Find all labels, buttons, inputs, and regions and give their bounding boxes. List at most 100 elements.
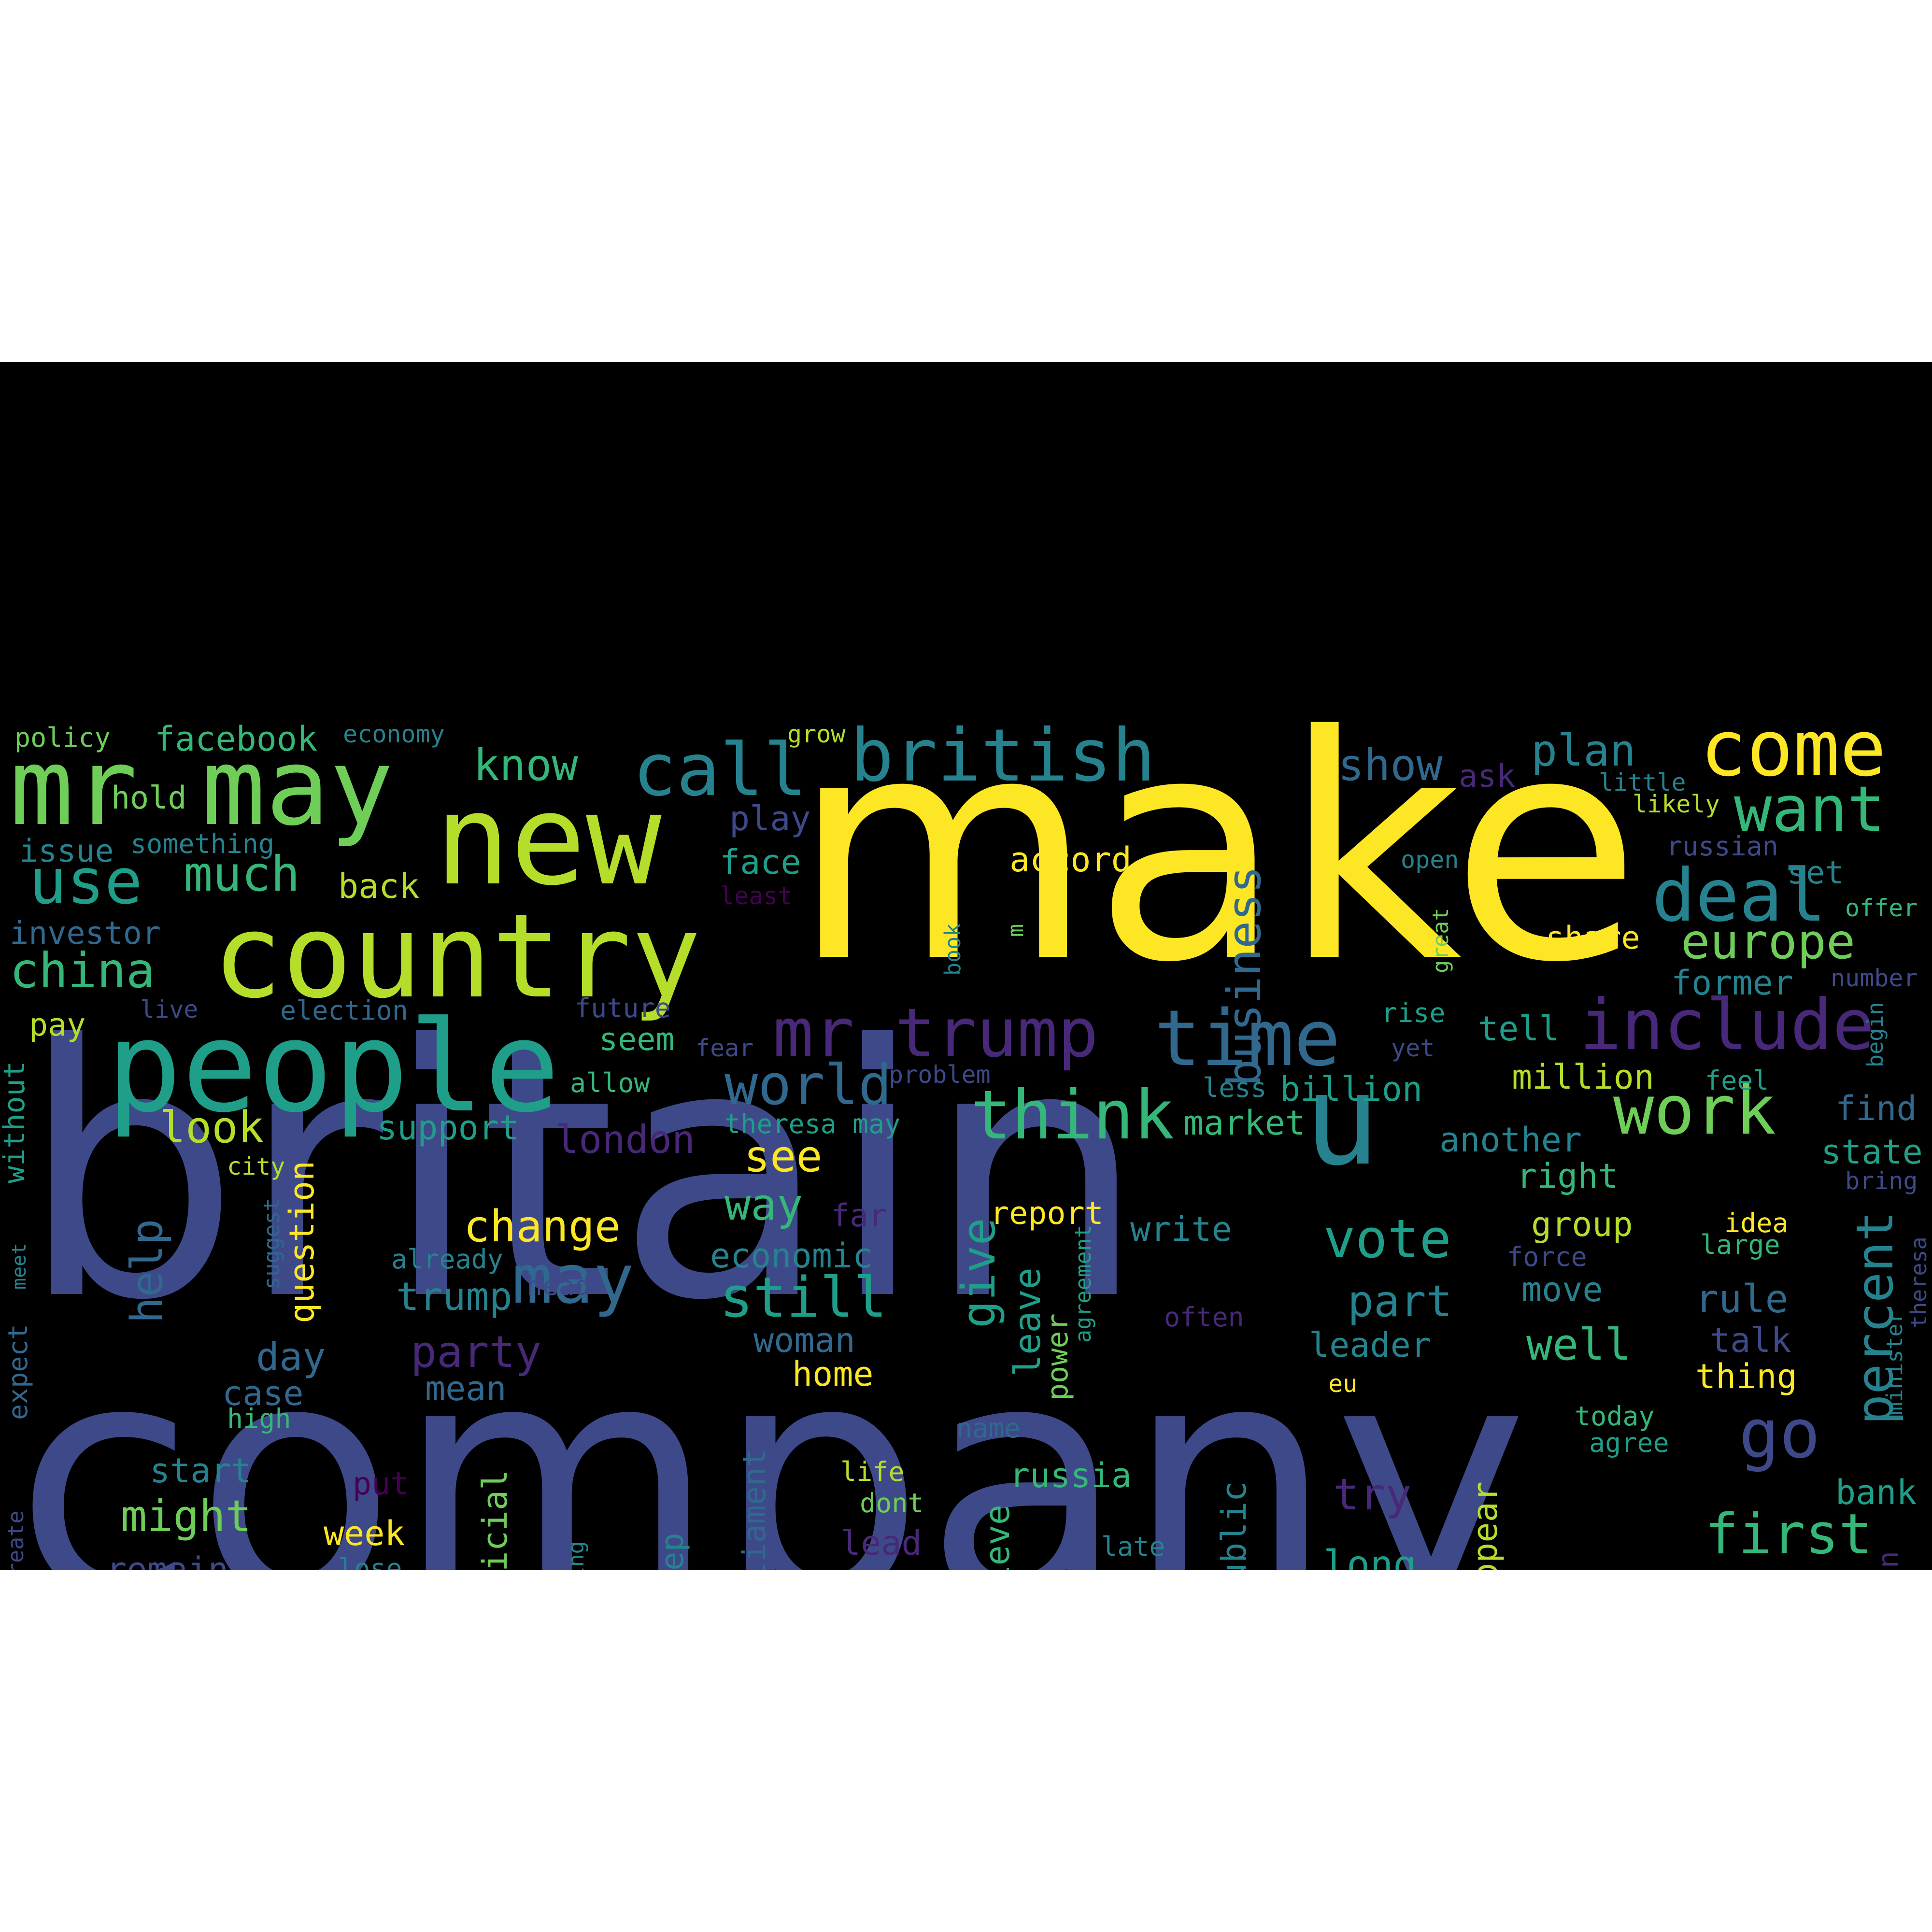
word-company: company [14, 1292, 1529, 1570]
word-give: give [952, 1218, 1006, 1328]
word-party: party [411, 1327, 541, 1378]
word-want: want [1734, 772, 1886, 846]
word-call: call [633, 728, 808, 812]
word-large: large [1700, 1229, 1780, 1260]
word-mean: mean [425, 1369, 507, 1408]
word-cloud: britain company make new country people … [0, 362, 1932, 1570]
word-world: world [724, 1053, 892, 1118]
word-official: official [475, 1469, 515, 1570]
word-talk: talk [1710, 1321, 1791, 1360]
word-change: change [464, 1201, 621, 1252]
word-meet: meet [8, 1243, 30, 1290]
word-way: way [724, 1179, 803, 1230]
word-write: write [1130, 1209, 1232, 1249]
word-china: china [10, 942, 156, 999]
word-know: know [473, 740, 578, 791]
word-rise: rise [1381, 997, 1446, 1028]
word-expect: expect [2, 1324, 33, 1420]
word-dont: dont [860, 1488, 924, 1519]
word-deal: deal [1652, 854, 1827, 938]
word-case: case [222, 1374, 304, 1413]
word-little: little [1599, 768, 1686, 796]
word-move: move [1521, 1270, 1603, 1309]
word-question: question [282, 1160, 322, 1323]
word-book: book [940, 923, 966, 976]
word-bring: bring [1845, 1167, 1918, 1195]
word-country: country [213, 889, 701, 1024]
word-campaign: campaign [1872, 1551, 1905, 1570]
word-part: part [1348, 1276, 1452, 1327]
word-theresa: theresa [1906, 1236, 1932, 1328]
word-play: play [729, 799, 811, 838]
word-report: report [990, 1195, 1104, 1232]
word-help: help [122, 1219, 172, 1323]
word-share: share [1546, 920, 1640, 956]
word-look: look [159, 1102, 264, 1153]
word-back: back [338, 867, 420, 906]
word-another: another [1439, 1120, 1582, 1160]
word-issue: issue [19, 833, 114, 869]
word-bank: bank [1835, 1473, 1917, 1512]
word-offer: offer [1845, 894, 1918, 922]
word-start: start [150, 1451, 252, 1491]
word-agree: agree [1589, 1427, 1669, 1458]
word-keep: keep [654, 1533, 691, 1570]
word-remain: remain [106, 1550, 228, 1570]
word-tell: tell [1478, 1009, 1560, 1049]
word-million: million [1512, 1057, 1655, 1097]
word-economy: economy [343, 720, 445, 748]
word-try: try [1333, 1469, 1412, 1520]
word-open: open [1401, 846, 1459, 874]
word-use: use [29, 845, 142, 918]
word-much: much [184, 846, 300, 902]
word-likely: likely [1633, 790, 1720, 818]
word-see: see [744, 1131, 823, 1182]
word-state: state [1821, 1132, 1923, 1172]
word-day: day [256, 1335, 326, 1379]
word-accord: accord [1009, 840, 1132, 880]
word-live: live [140, 995, 199, 1023]
word-idea: idea [1724, 1208, 1789, 1238]
word-thing: thing [1695, 1357, 1797, 1396]
word-city: city [227, 1152, 285, 1180]
word-m: m [1003, 923, 1028, 937]
word-market: market [1183, 1103, 1306, 1143]
word-work: work [1613, 1071, 1776, 1150]
word-long: long [1323, 1542, 1417, 1570]
word-time: time [1154, 993, 1341, 1083]
word-find: find [1835, 1089, 1917, 1128]
word-first: first [1705, 1502, 1873, 1567]
word-rule: rule [1695, 1277, 1789, 1321]
word-parliament: parliament [737, 1448, 773, 1570]
word-woman: woman [753, 1321, 855, 1360]
word-pay: pay [29, 1007, 86, 1043]
word-problem: problem [889, 1061, 991, 1089]
word-late: late [1101, 1531, 1165, 1562]
word-minister: minister [1882, 1310, 1907, 1415]
word-allow: allow [570, 1067, 650, 1098]
word-home: home [792, 1354, 874, 1394]
word-britain: britain [19, 971, 1146, 1376]
word-already: already [391, 1244, 503, 1275]
word-u: u [1304, 1048, 1380, 1193]
word-yet: yet [1391, 1034, 1435, 1062]
word-least: least [720, 882, 793, 910]
word-suggest: suggest [259, 1198, 284, 1290]
word-investor: investor [10, 915, 161, 952]
word-head: head [526, 1270, 591, 1301]
word-business: business [1218, 866, 1271, 1087]
word-public: public [1214, 1481, 1254, 1570]
word-economic: economic [710, 1236, 873, 1276]
word-support: support [377, 1108, 520, 1148]
word-lead: lead [840, 1523, 922, 1563]
word-force: force [1507, 1241, 1587, 1272]
word-eu: eu [1328, 1370, 1358, 1398]
word-may: may [512, 1240, 634, 1319]
word-include: include [1579, 984, 1875, 1066]
word-great: great [1428, 908, 1453, 973]
word-theresa-may: theresa may [724, 1108, 901, 1139]
word-russia: russia [1009, 1456, 1132, 1495]
word-meeting: meeting [563, 1541, 589, 1570]
word-come: come [1700, 703, 1887, 794]
word-british: british [850, 714, 1156, 798]
